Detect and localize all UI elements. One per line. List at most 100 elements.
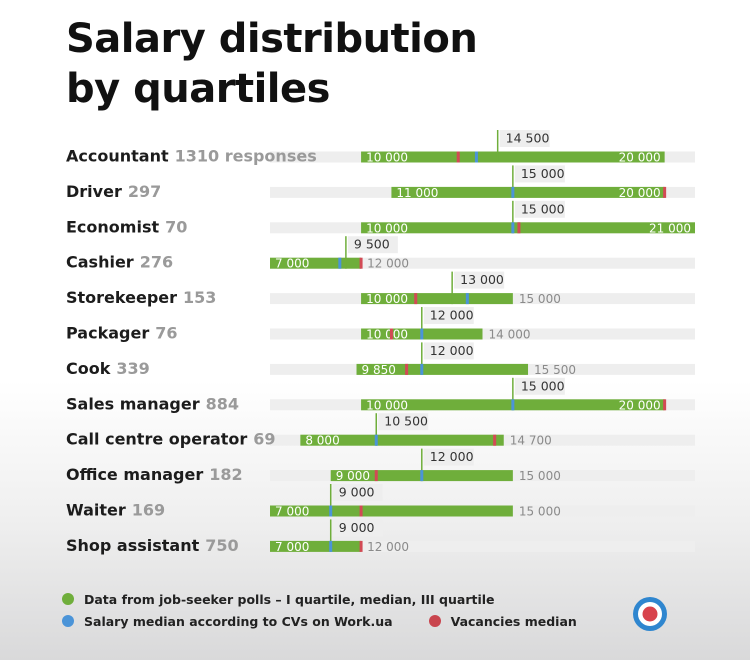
row-count-storekeeper: 153 <box>183 288 216 307</box>
legend-dot-green <box>62 593 74 605</box>
row-label-storekeeper: Storekeeper <box>66 288 177 307</box>
q3-label-shop-assistant: 12 000 <box>367 540 409 554</box>
row-label-waiter: Waiter <box>66 501 126 520</box>
row-count-sales-manager: 884 <box>206 394 239 413</box>
q3-label-sales-manager: 20 000 <box>619 398 661 412</box>
q1-label-economist: 10 000 <box>366 221 408 235</box>
median-tag-bg-storekeeper <box>454 271 505 289</box>
row-count-economist: 70 <box>165 217 187 236</box>
cv-median-marker-office-manager <box>420 470 424 482</box>
median-label-sales-manager: 15 000 <box>521 378 565 393</box>
q1-label-office-manager: 9 000 <box>336 469 370 483</box>
row-label-driver: Driver <box>66 182 122 201</box>
bar-iqr-accountant <box>361 151 665 163</box>
cv-median-marker-cook <box>420 363 424 375</box>
row-label-office-manager: Office manager <box>66 465 203 484</box>
bar-iqr-cashier <box>270 257 362 269</box>
vacancies-median-marker-packager <box>389 328 393 340</box>
row-label-accountant: Accountant <box>66 147 169 166</box>
median-label-office-manager: 12 000 <box>430 449 474 464</box>
cv-median-marker-shop-assistant <box>329 540 333 552</box>
vacancies-median-marker-shop-assistant <box>359 540 363 552</box>
median-label-storekeeper: 13 000 <box>460 272 504 287</box>
median-label-call-centre-operator: 10 500 <box>384 414 428 429</box>
cv-median-marker-driver <box>511 186 515 198</box>
median-tag-bg-cook <box>423 342 474 360</box>
vacancies-median-marker-office-manager <box>374 470 378 482</box>
median-tag-bg-sales-manager <box>514 377 565 395</box>
q3-label-cook: 15 500 <box>534 363 576 377</box>
median-tag-bg-call-centre-operator <box>378 413 429 431</box>
bar-iqr-economist <box>361 222 695 234</box>
vacancies-median-marker-call-centre-operator <box>493 434 497 446</box>
salary-quartile-chart: Accountant 1310 responses 10 000 20 000 14 5… <box>66 130 695 555</box>
row-label-cook: Cook <box>66 359 111 378</box>
q3-label-waiter: 15 000 <box>519 505 561 519</box>
bar-track-cashier <box>270 257 695 269</box>
row-count-shop-assistant: 750 <box>205 536 238 555</box>
chart-title-line-2: by quartiles <box>66 66 330 112</box>
median-label-accountant: 14 500 <box>506 131 550 146</box>
cv-median-marker-call-centre-operator <box>374 434 378 446</box>
cv-median-marker-economist <box>511 222 515 234</box>
bar-track-shop-assistant <box>270 540 695 552</box>
median-label-economist: 15 000 <box>521 201 565 216</box>
legend-label-vacancies-median: Vacancies median <box>450 613 577 629</box>
row-label-cashier: Cashier <box>66 253 134 272</box>
cv-median-marker-packager <box>420 328 424 340</box>
q1-label-accountant: 10 000 <box>366 151 408 165</box>
median-label-waiter: 9 000 <box>339 485 375 500</box>
row-label-packager: Packager <box>66 324 149 343</box>
cv-median-marker-storekeeper <box>465 293 469 305</box>
q1-label-shop-assistant: 7 000 <box>275 540 309 554</box>
row-count-accountant: 1310 responses <box>175 147 317 166</box>
brand-logo-icon <box>633 597 667 631</box>
legend-item-polls: Data from job-seeker polls – I quartile,… <box>62 588 613 610</box>
vacancies-median-marker-storekeeper <box>414 293 418 305</box>
bar-iqr-storekeeper <box>361 293 513 305</box>
legend-dot-red <box>428 615 441 627</box>
q3-label-office-manager: 15 000 <box>519 469 561 483</box>
row-count-cashier: 276 <box>140 253 173 272</box>
median-tag-bg-waiter <box>332 484 383 501</box>
q1-label-sales-manager: 10 000 <box>366 398 408 412</box>
q1-label-call-centre-operator: 8 000 <box>305 434 339 448</box>
q3-label-call-centre-operator: 14 700 <box>510 434 552 448</box>
bar-iqr-driver <box>391 186 665 198</box>
row-label-sales-manager: Sales manager <box>66 394 200 413</box>
row-count-call-centre-operator: 69 <box>253 430 275 449</box>
legend-item-cv-median: Salary median according to CVs on Work.u… <box>62 610 393 632</box>
q3-label-packager: 14 000 <box>489 328 531 342</box>
bar-iqr-cook <box>356 363 529 375</box>
row-count-cook: 339 <box>116 359 149 378</box>
row-label-economist: Economist <box>66 217 159 236</box>
legend-label-cv-median: Salary median according to CVs on Work.u… <box>84 613 393 629</box>
row-label-shop-assistant: Shop assistant <box>66 536 200 555</box>
row-count-driver: 297 <box>128 182 161 201</box>
bar-iqr-call-centre-operator <box>300 434 504 446</box>
cv-median-marker-cashier <box>338 257 342 269</box>
q1-label-packager: 10 000 <box>366 328 408 342</box>
vacancies-median-marker-driver <box>663 186 667 198</box>
legend-label-polls: Data from job-seeker polls – I quartile,… <box>84 591 495 607</box>
legend: Data from job-seeker polls – I quartile,… <box>62 588 613 632</box>
row-label-call-centre-operator: Call centre operator <box>66 430 247 449</box>
row-count-waiter: 169 <box>132 501 165 520</box>
vacancies-median-marker-sales-manager <box>663 399 667 411</box>
chart-title: Salary distribution by quartiles <box>66 14 478 114</box>
median-tag-bg-office-manager <box>423 448 474 466</box>
vacancies-median-marker-cashier <box>359 257 363 269</box>
chart-title-line-1: Salary distribution <box>66 16 478 62</box>
median-label-driver: 15 000 <box>521 166 565 181</box>
median-label-packager: 12 000 <box>430 308 474 323</box>
median-label-cook: 12 000 <box>430 343 474 358</box>
median-label-shop-assistant: 9 000 <box>339 520 375 535</box>
bar-iqr-waiter <box>270 505 513 517</box>
q3-label-driver: 20 000 <box>619 186 661 200</box>
median-tag-bg-shop-assistant <box>332 519 383 537</box>
vacancies-median-marker-waiter <box>359 505 363 517</box>
legend-item-vacancies-median: Vacancies median <box>428 610 577 632</box>
q3-label-accountant: 20 000 <box>619 151 661 165</box>
median-tag-bg-cashier <box>347 236 398 254</box>
cv-median-marker-sales-manager <box>511 399 515 411</box>
